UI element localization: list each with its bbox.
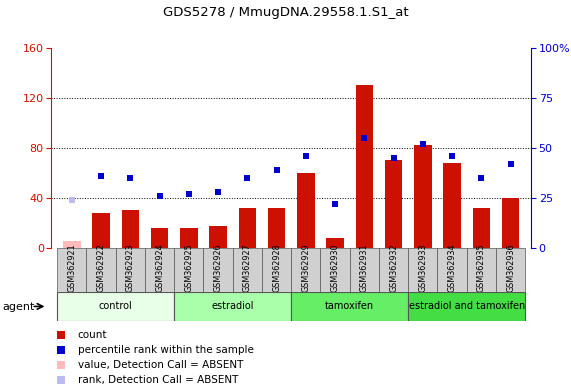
FancyBboxPatch shape: [174, 248, 203, 292]
FancyBboxPatch shape: [496, 248, 525, 292]
Text: rank, Detection Call = ABSENT: rank, Detection Call = ABSENT: [78, 375, 238, 384]
Text: GSM362922: GSM362922: [96, 243, 106, 292]
FancyBboxPatch shape: [291, 248, 320, 292]
Text: GSM362925: GSM362925: [184, 243, 194, 292]
Bar: [502, 198, 520, 248]
Text: GSM362930: GSM362930: [331, 243, 340, 292]
Bar: [356, 85, 373, 248]
Bar: [385, 161, 403, 248]
Text: GSM362935: GSM362935: [477, 243, 486, 292]
FancyBboxPatch shape: [408, 248, 437, 292]
Bar: [151, 228, 168, 248]
Text: GSM362936: GSM362936: [506, 243, 515, 292]
Text: estradiol and tamoxifen: estradiol and tamoxifen: [409, 301, 525, 311]
FancyBboxPatch shape: [379, 248, 408, 292]
Text: control: control: [99, 301, 132, 311]
Bar: [239, 208, 256, 248]
Text: GSM362929: GSM362929: [301, 243, 310, 292]
FancyBboxPatch shape: [437, 248, 467, 292]
Text: value, Detection Call = ABSENT: value, Detection Call = ABSENT: [78, 360, 243, 370]
Text: agent: agent: [3, 302, 35, 312]
FancyBboxPatch shape: [57, 248, 86, 292]
FancyBboxPatch shape: [174, 292, 291, 321]
Text: GSM362933: GSM362933: [419, 243, 427, 292]
Text: GSM362931: GSM362931: [360, 243, 369, 292]
Bar: [297, 173, 315, 248]
FancyBboxPatch shape: [349, 248, 379, 292]
FancyBboxPatch shape: [203, 248, 233, 292]
Bar: [414, 146, 432, 248]
FancyBboxPatch shape: [408, 292, 525, 321]
FancyBboxPatch shape: [116, 248, 145, 292]
FancyBboxPatch shape: [233, 248, 262, 292]
Bar: [180, 228, 198, 248]
FancyBboxPatch shape: [57, 292, 174, 321]
FancyBboxPatch shape: [320, 248, 349, 292]
Bar: [268, 208, 286, 248]
Text: GSM362934: GSM362934: [448, 243, 457, 292]
Bar: [63, 242, 81, 248]
Bar: [326, 238, 344, 248]
Bar: [473, 208, 490, 248]
Text: GSM362928: GSM362928: [272, 243, 281, 292]
Text: percentile rank within the sample: percentile rank within the sample: [78, 345, 254, 355]
Bar: [93, 213, 110, 248]
Text: GSM362924: GSM362924: [155, 243, 164, 292]
Text: GSM362927: GSM362927: [243, 243, 252, 292]
Bar: [210, 227, 227, 248]
Text: GSM362926: GSM362926: [214, 243, 223, 292]
Bar: [122, 210, 139, 248]
Text: count: count: [78, 330, 107, 340]
Bar: [443, 163, 461, 248]
FancyBboxPatch shape: [291, 292, 408, 321]
FancyBboxPatch shape: [262, 248, 291, 292]
FancyBboxPatch shape: [467, 248, 496, 292]
Text: GDS5278 / MmugDNA.29558.1.S1_at: GDS5278 / MmugDNA.29558.1.S1_at: [163, 6, 408, 19]
Text: tamoxifen: tamoxifen: [325, 301, 374, 311]
Text: estradiol: estradiol: [211, 301, 254, 311]
Text: GSM362923: GSM362923: [126, 243, 135, 292]
Text: GSM362921: GSM362921: [67, 243, 77, 292]
Text: GSM362932: GSM362932: [389, 243, 398, 292]
FancyBboxPatch shape: [145, 248, 174, 292]
FancyBboxPatch shape: [86, 248, 116, 292]
